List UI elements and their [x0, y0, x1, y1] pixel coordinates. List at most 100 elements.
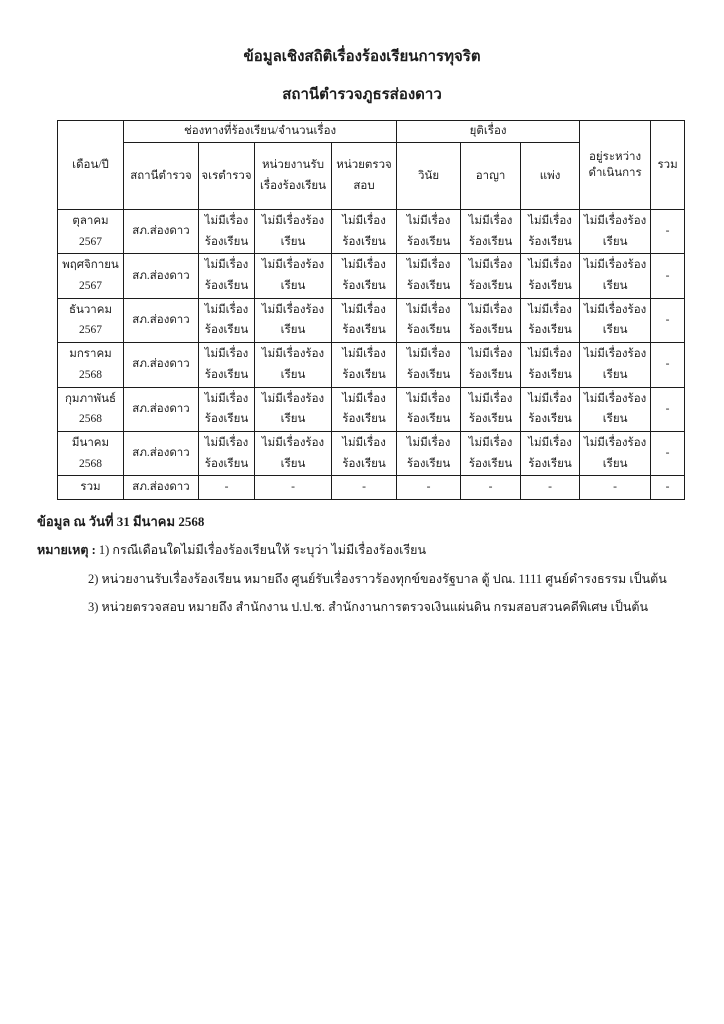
group-header-row: เดือน/ปี ช่องทางที่ร้องเรียน/จำนวนเรื่อง… — [57, 120, 686, 210]
status-cell: ไม่มีเรื่อง​ร้องเรียน — [198, 430, 255, 477]
title-block: ข้อมูลเชิงสถิติเรื่องร้องเรียนการทุจริต … — [0, 0, 724, 104]
status-cell: ไม่มีเรื่อง​ร้องเรียน — [254, 342, 332, 388]
doc-subtitle: สถานีตำรวจภูธรส่องดาว — [282, 87, 442, 103]
as-of-date: ข้อมูล ณ วันที่ 31 มีนาคม 2568 — [37, 513, 205, 529]
table-body: ตุลาคม 2567 สภ.ส่องดาว ไม่มีเรื่อง​ร้องเรีย… — [57, 208, 686, 500]
station-cell: สภ.ส่องดาว — [123, 475, 199, 500]
header-disciplinary: วินัย — [396, 142, 462, 210]
status-cell: ไม่มีเรื่อง​ร้องเรียน — [520, 297, 581, 344]
status-cell: ไม่มีเรื่อง​ร้องเรียน — [254, 430, 332, 477]
status-cell: ไม่มีเรื่อง​ร้องเรียน — [198, 253, 255, 299]
table-row: พฤศจิกายน 2567 สภ.ส่องดาว ไม่มีเรื่อง​ร้องเ… — [57, 253, 686, 299]
header-in-progress: อยู่ระหว่าง​ดำเนินการ — [579, 120, 652, 210]
row-total-cell: - — [650, 475, 686, 500]
month-label: มีนาคม — [71, 436, 110, 449]
year-label: 2567 — [79, 235, 102, 248]
status-cell: ไม่มีเรื่อง​ร้องเรียน — [579, 253, 652, 299]
status-cell: ไม่มีเรื่อง​ร้องเรียน — [330, 208, 398, 255]
note-item: 3) หน่วยตรวจสอบ หมายถึง สำนักงาน ป.ป.ช. … — [88, 600, 649, 615]
row-total-cell: - — [650, 208, 686, 255]
status-cell: ไม่มีเรื่อง​ร้องเรียน — [579, 342, 652, 388]
status-cell: ไม่มีเรื่อง​ร้องเรียน — [520, 430, 581, 477]
month-cell: พฤศจิกายน 2567 — [57, 253, 124, 299]
status-cell: ไม่มีเรื่อง​ร้องเรียน — [460, 208, 522, 255]
sub-header-row: สถานีตำรวจ จเรตำรวจ หน่วยงานรับ​เรื่อง​ร… — [58, 142, 685, 210]
month-cell: มีนาคม 2568 — [57, 430, 124, 477]
status-cell: ไม่มีเรื่อง​ร้องเรียน — [579, 297, 652, 344]
year-label: 2568 — [79, 413, 102, 426]
status-cell: ไม่มีเรื่อง​ร้องเรียน — [579, 386, 652, 432]
month-cell: ตุลาคม 2567 — [57, 208, 124, 255]
status-cell: ไม่มีเรื่อง​ร้องเรียน — [460, 297, 522, 344]
status-cell: ไม่มีเรื่อง​ร้องเรียน — [396, 297, 462, 344]
header-police-inspector: จเรตำรวจ — [198, 142, 255, 210]
header-complaint-agency: หน่วยงานรับ​เรื่อง​ร้องเรียน — [254, 142, 332, 210]
status-cell: ไม่มีเรื่อง​ร้องเรียน — [460, 386, 522, 432]
status-cell: - — [579, 475, 652, 500]
station-cell: สภ.ส่องดาว — [123, 386, 199, 432]
status-cell: ไม่มีเรื่อง​ร้องเรียน — [198, 342, 255, 388]
status-cell: ไม่มีเรื่อง​ร้องเรียน — [254, 297, 332, 344]
status-cell: ไม่มีเรื่อง​ร้องเรียน — [396, 430, 462, 477]
status-cell: ไม่มีเรื่อง​ร้องเรียน — [460, 342, 522, 388]
month-cell: มกราคม 2568 — [57, 342, 124, 388]
status-cell: - — [254, 475, 332, 500]
note-item: 1) กรณีเดือนใดไม่มีเรื่องร้องเรียนให้ ระ… — [98, 543, 427, 558]
status-cell: ไม่มีเรื่อง​ร้องเรียน — [579, 208, 652, 255]
year-label: 2567 — [79, 324, 102, 337]
note-label: หมายเหตุ : — [37, 543, 96, 558]
status-cell: ไม่มีเรื่อง​ร้องเรียน — [520, 342, 581, 388]
status-cell: - — [396, 475, 462, 500]
table-row: ตุลาคม 2567 สภ.ส่องดาว ไม่มีเรื่อง​ร้องเรีย… — [57, 208, 686, 255]
status-cell: ไม่มีเรื่อง​ร้องเรียน — [198, 386, 255, 432]
month-label: ตุลาคม — [72, 215, 109, 227]
month-label: มกราคม — [69, 348, 112, 361]
status-cell: ไม่มีเรื่อง​ร้องเรียน — [198, 297, 255, 344]
status-cell: - — [520, 475, 581, 500]
month-label: พฤศจิกายน — [62, 259, 119, 272]
station-cell: สภ.ส่องดาว — [123, 297, 199, 344]
header-concluded-group: ยุติเรื่อง — [396, 120, 581, 143]
station-cell: สภ.ส่องดาว — [123, 208, 199, 255]
status-cell: ไม่มีเรื่อง​ร้องเรียน — [520, 386, 581, 432]
status-cell: ไม่มีเรื่อง​ร้องเรียน — [460, 430, 522, 477]
row-total-cell: - — [650, 297, 686, 344]
note-line: หมายเหตุ : 1) กรณีเดือนใดไม่มีเรื่องร้อง… — [37, 542, 724, 560]
status-cell: ไม่มีเรื่อง​ร้องเรียน — [520, 208, 581, 255]
header-criminal: อาญา — [460, 142, 522, 210]
header-month-year: เดือน/ปี — [57, 120, 124, 210]
year-label: 2568 — [79, 457, 102, 470]
header-audit-unit: หน่วย​ตรวจสอบ — [330, 142, 398, 210]
status-cell: ไม่มีเรื่อง​ร้องเรียน — [330, 342, 398, 388]
station-cell: สภ.ส่องดาว — [123, 253, 199, 299]
status-cell: ไม่มีเรื่อง​ร้องเรียน — [254, 208, 332, 255]
table-row: ธันวาคม 2567 สภ.ส่องดาว ไม่มีเรื่อง​ร้องเรี… — [57, 297, 686, 344]
year-label: 2568 — [79, 368, 102, 381]
doc-title: ข้อมูลเชิงสถิติเรื่องร้องเรียนการทุจริต — [243, 49, 481, 65]
status-cell: ไม่มีเรื่อง​ร้องเรียน — [254, 253, 332, 299]
footer: ข้อมูล ณ วันที่ 31 มีนาคม 2568 หมายเหตุ … — [0, 513, 724, 617]
total-label-cell: รวม — [57, 475, 124, 500]
row-total-cell: - — [650, 430, 686, 477]
status-cell: ไม่มีเรื่อง​ร้องเรียน — [330, 430, 398, 477]
status-cell: ไม่มีเรื่อง​ร้องเรียน — [520, 253, 581, 299]
header-civil: แพ่ง — [520, 142, 581, 210]
table-head: เดือน/ปี ช่องทางที่ร้องเรียน/จำนวนเรื่อง… — [57, 120, 686, 210]
table-row: มกราคม 2568 สภ.ส่องดาว ไม่มีเรื่อง​ร้องเรีย… — [57, 342, 686, 388]
month-cell: ธันวาคม 2567 — [57, 297, 124, 344]
header-channels-group: ช่องทางที่ร้องเรียน/จำนวนเรื่อง — [122, 120, 398, 143]
status-cell: ไม่มีเรื่อง​ร้องเรียน — [396, 386, 462, 432]
status-cell: ไม่มีเรื่อง​ร้องเรียน — [396, 208, 462, 255]
station-cell: สภ.ส่องดาว — [123, 342, 199, 388]
status-cell: ไม่มีเรื่อง​ร้องเรียน — [330, 253, 398, 299]
status-cell: ไม่มีเรื่อง​ร้องเรียน — [254, 386, 332, 432]
status-cell: ไม่มีเรื่อง​ร้องเรียน — [396, 342, 462, 388]
status-cell: - — [198, 475, 255, 500]
month-cell: กุมภาพันธ์ 2568 — [57, 386, 124, 432]
station-cell: สภ.ส่องดาว — [123, 430, 199, 477]
complaints-table: เดือน/ปี ช่องทางที่ร้องเรียน/จำนวนเรื่อง… — [57, 120, 686, 500]
note-item: 2) หน่วยงานรับเรื่องร้องเรียน หมายถึง ศู… — [88, 571, 667, 586]
row-total-cell: - — [650, 386, 686, 432]
month-label: กุมภาพันธ์ — [64, 392, 117, 405]
